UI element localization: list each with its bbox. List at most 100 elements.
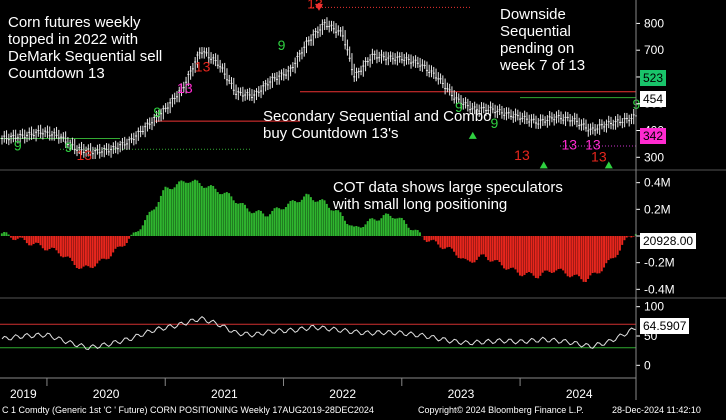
signal-arrow-icon bbox=[539, 161, 548, 169]
cot-bar bbox=[396, 218, 399, 236]
cot-bar bbox=[621, 236, 624, 245]
cot-bar bbox=[44, 236, 47, 251]
cot-bar bbox=[239, 203, 242, 236]
cot-bar bbox=[541, 236, 544, 273]
demark-count-label: 9 bbox=[153, 104, 161, 120]
cot-bar bbox=[428, 236, 431, 242]
cot-bar bbox=[87, 236, 90, 267]
cot-bar bbox=[21, 236, 24, 238]
cot-bar bbox=[441, 236, 444, 250]
cot-bar bbox=[518, 236, 521, 276]
cot-bar bbox=[482, 236, 485, 255]
cot-bar bbox=[443, 236, 446, 249]
cot-bar bbox=[532, 236, 535, 276]
cot-bar bbox=[616, 236, 619, 255]
cot-bar bbox=[496, 236, 499, 261]
cot-bar bbox=[587, 236, 590, 279]
cot-panel: 0.4M 0.2M -0.2M -0.4M bbox=[0, 176, 726, 299]
cot-bar bbox=[355, 225, 358, 236]
cot-bar bbox=[223, 192, 226, 236]
cot-bar bbox=[455, 236, 458, 256]
cot-bar bbox=[228, 193, 231, 236]
cot-bar bbox=[98, 236, 101, 261]
cot-bar bbox=[393, 218, 396, 236]
cot-bar bbox=[212, 185, 215, 236]
x-tick-label: 2022 bbox=[329, 387, 356, 401]
cot-bar bbox=[557, 236, 560, 270]
cot-bar bbox=[450, 236, 453, 249]
cot-bar bbox=[362, 226, 365, 236]
cot-bar bbox=[509, 236, 512, 268]
cot-bar bbox=[418, 232, 421, 236]
cot-bar bbox=[582, 236, 585, 282]
cot-bar bbox=[187, 182, 190, 236]
cot-bar bbox=[280, 209, 283, 236]
demark-count-label: 13 bbox=[561, 136, 577, 152]
y-tick-label: 0.4M bbox=[644, 176, 671, 190]
cot-bar bbox=[498, 236, 501, 262]
cot-bar bbox=[398, 217, 401, 236]
demark-count-label: 9 bbox=[278, 37, 286, 53]
cot-bar bbox=[130, 234, 133, 236]
x-axis: 2019 2020 2021 2022 2023 2024 bbox=[0, 0, 637, 401]
cot-bar bbox=[346, 223, 349, 236]
cot-bar bbox=[539, 236, 542, 276]
cot-bar bbox=[423, 236, 426, 241]
cot-bar bbox=[630, 236, 633, 238]
cot-bar bbox=[344, 220, 346, 236]
cot-bar bbox=[84, 236, 87, 266]
cot-bar bbox=[605, 236, 608, 264]
cot-bar bbox=[303, 196, 306, 236]
cot-bar bbox=[23, 236, 26, 241]
y-tick-label: 100 bbox=[644, 300, 664, 314]
cot-bar bbox=[589, 236, 592, 276]
cot-bar bbox=[89, 236, 92, 268]
cot-bar bbox=[284, 207, 287, 236]
cot-bar bbox=[448, 236, 451, 247]
cot-bar bbox=[568, 236, 571, 278]
cot-bar bbox=[169, 188, 171, 236]
badge-osc-last: 64.5907 bbox=[640, 318, 690, 334]
cot-bar bbox=[232, 200, 235, 236]
demark-count-label: 9 bbox=[65, 139, 73, 155]
cot-bar bbox=[562, 236, 565, 271]
demark-count-label: 13 bbox=[514, 147, 530, 163]
demark-count-label: 13 bbox=[77, 147, 93, 163]
cot-bar bbox=[287, 203, 290, 236]
cot-bar bbox=[234, 203, 237, 236]
cot-bar bbox=[500, 236, 503, 266]
cot-bar bbox=[146, 215, 149, 236]
signal-arrow-icon bbox=[315, 3, 323, 11]
cot-bar bbox=[382, 215, 385, 236]
cot-bar bbox=[5, 232, 8, 236]
badge-523: 523 bbox=[640, 70, 667, 86]
cot-bar bbox=[387, 213, 390, 236]
cot-bar bbox=[580, 236, 583, 280]
cot-bar bbox=[503, 236, 506, 269]
cot-bar bbox=[73, 236, 76, 266]
cot-bar bbox=[350, 225, 353, 236]
cot-bar bbox=[473, 236, 476, 263]
cot-bar bbox=[591, 236, 594, 274]
cot-bar bbox=[189, 182, 192, 236]
cot-bar bbox=[171, 189, 174, 236]
cot-bar bbox=[407, 227, 410, 236]
cot-bar bbox=[221, 194, 224, 236]
cot-bar bbox=[357, 226, 360, 236]
cot-bar bbox=[453, 236, 456, 252]
cot-bar bbox=[623, 236, 626, 241]
footer-security: C 1 Comdty (Generic 1st 'C ' Future) COR… bbox=[2, 405, 374, 415]
cot-bar bbox=[91, 236, 94, 269]
cot-bar bbox=[468, 236, 471, 262]
cot-bar bbox=[100, 236, 103, 259]
cot-bar bbox=[150, 210, 153, 236]
cot-bar bbox=[248, 211, 251, 236]
cot-bar bbox=[457, 236, 460, 258]
cot-bar bbox=[16, 236, 19, 239]
cot-bar bbox=[180, 180, 183, 236]
cot-bar bbox=[291, 200, 294, 236]
cot-bar bbox=[484, 236, 487, 257]
cot-bar bbox=[632, 236, 635, 237]
cot-bar bbox=[191, 180, 194, 236]
cot-bar bbox=[203, 187, 206, 236]
